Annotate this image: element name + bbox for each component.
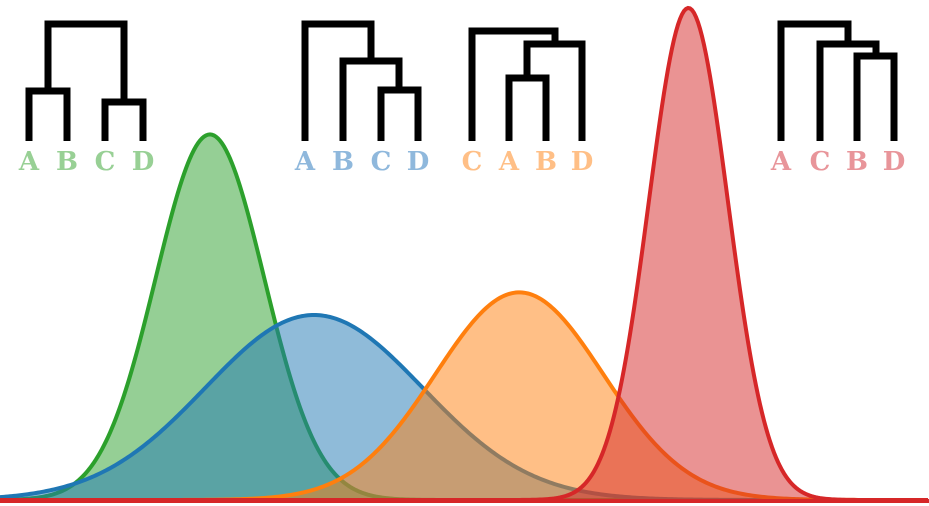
tree-orange-leaf-4: D (571, 147, 594, 177)
tree-red-leaf-1: A (770, 147, 792, 177)
tree-green: A B C D (18, 20, 155, 177)
tree-green-branches (25, 20, 147, 141)
tree-blue-branches (301, 20, 422, 141)
tree-orange: C A B D (462, 27, 594, 177)
tree-orange-leaf-1: C (462, 147, 483, 177)
tree-blue: A B C D (294, 20, 430, 177)
tree-blue-leaf-3: C (371, 147, 392, 177)
tree-red-leaf-4: D (883, 147, 906, 177)
tree-blue-leaf-2: B (332, 147, 354, 177)
tree-green-leaf-2: B (56, 147, 78, 177)
tree-orange-branches (468, 27, 586, 141)
density-curves (0, 5, 929, 502)
tree-orange-leaf-3: B (535, 147, 557, 177)
tree-orange-leaf-2: A (498, 147, 520, 177)
tree-blue-leaf-4: D (407, 147, 430, 177)
tree-red-leaf-2: C (810, 147, 831, 177)
tree-red-leaf-3: B (846, 147, 868, 177)
density-fill-orange (0, 292, 929, 500)
tree-blue-leaf-1: A (294, 147, 316, 177)
density-fill-red (0, 8, 929, 501)
tree-green-leaf-1: A (18, 147, 40, 177)
tree-green-leaf-4: D (132, 147, 155, 177)
tree-green-leaf-3: C (95, 147, 116, 177)
tree-red-branches (777, 20, 898, 141)
tree-red: A C B D (770, 20, 906, 177)
